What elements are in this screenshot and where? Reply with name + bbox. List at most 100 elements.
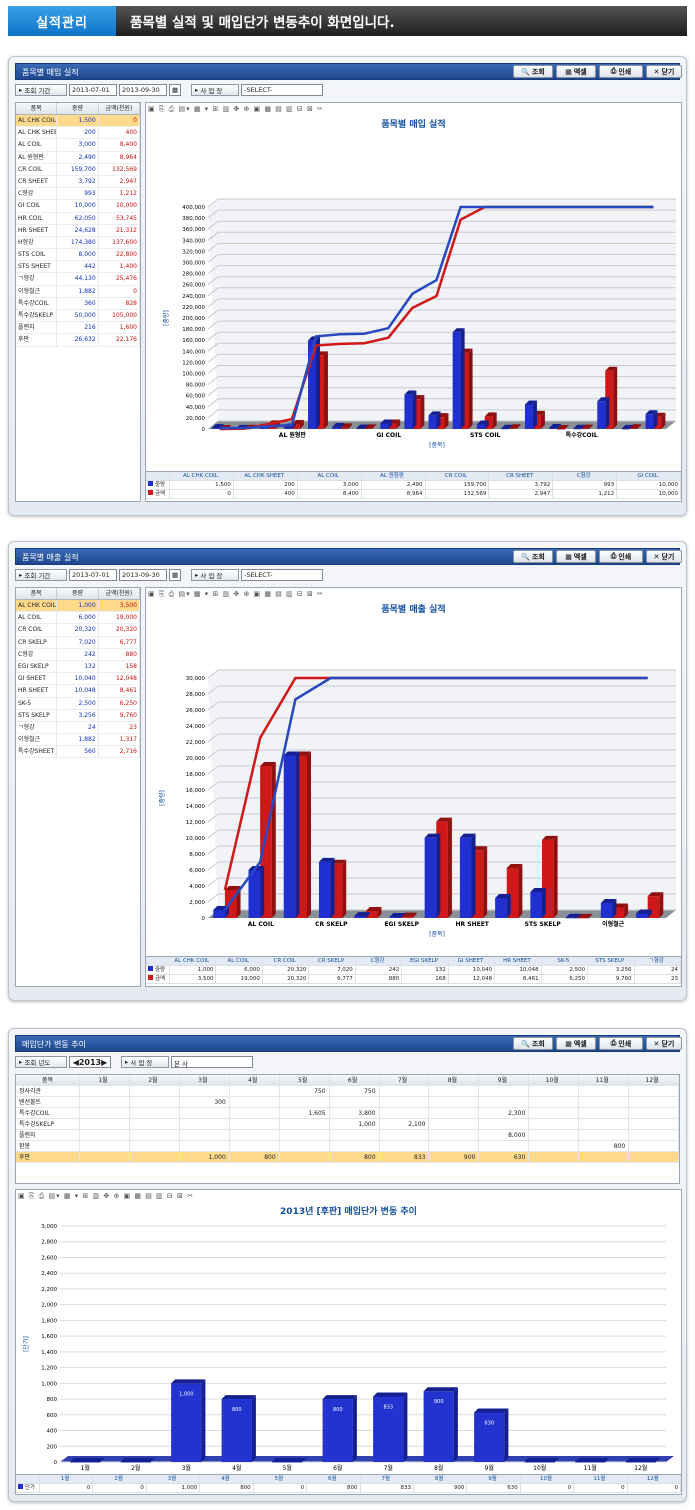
bar-quantity[interactable]	[428, 411, 441, 429]
table-row[interactable]: AL COIL 6,000 19,000	[16, 612, 140, 625]
bar-amount[interactable]	[541, 835, 558, 918]
bar-amount[interactable]	[291, 420, 304, 429]
table-row[interactable]: C형강 993 1,212	[16, 188, 140, 201]
bar-quantity[interactable]	[549, 423, 562, 429]
table-row[interactable]: GI SHEET 10,040 12,048	[16, 673, 140, 686]
table-row[interactable]: 정사각관 750 750	[16, 1086, 680, 1097]
table-row[interactable]: AL COIL 3,000 8,400	[16, 139, 140, 152]
search-button[interactable]: 🔍 조회	[513, 1037, 553, 1050]
bar-amount[interactable]	[508, 424, 521, 429]
table-row[interactable]: C형강 242 880	[16, 648, 140, 661]
bar-quantity[interactable]	[565, 913, 582, 919]
bar-quantity[interactable]	[248, 866, 265, 918]
bar-quantity[interactable]	[530, 887, 546, 918]
grid-header-cell[interactable]: 4월	[230, 1075, 280, 1085]
bar-quantity[interactable]	[452, 328, 465, 429]
bar-price[interactable]	[272, 1458, 307, 1463]
grid-header-cell[interactable]: 3월	[180, 1075, 230, 1085]
bar-amount[interactable]	[340, 423, 353, 429]
table-row[interactable]: CR COIL 159,700 132,569	[16, 163, 140, 176]
bar-quantity[interactable]	[356, 424, 369, 429]
biz-select[interactable]: -SELECT-	[241, 84, 323, 96]
table-row[interactable]: SK-5 2,500 6,250	[16, 697, 140, 710]
chart-toolbar[interactable]: ▣ ⎘ ⎙ ▤▾ ▦ ▾ ⊞ ▥ ✥ ⊕ ▣ ▦ ▤ ▥ ⊟ ⊠ ✂	[148, 590, 324, 598]
table-row[interactable]: 특수강COIL 1,605 3,800 2,300	[16, 1108, 680, 1119]
close-button[interactable]: ✕ 닫기	[646, 65, 682, 78]
table-row[interactable]: 특수강SKELP 1,000 2,100	[16, 1119, 680, 1130]
table-row[interactable]: EGI SKELP 132 158	[16, 660, 140, 674]
search-button[interactable]: 🔍 조회	[513, 65, 553, 78]
grid-header-cell[interactable]: 금액(천원)	[99, 103, 140, 114]
search-button[interactable]: 🔍 조회	[513, 550, 553, 563]
print-button[interactable]: ⎙ 인쇄	[599, 550, 643, 563]
grid-header-cell[interactable]: 품목	[16, 103, 58, 114]
bar-price[interactable]	[373, 1392, 408, 1462]
bar-quantity[interactable]	[332, 422, 345, 429]
grid-header-cell[interactable]: 중량	[57, 103, 99, 114]
table-row[interactable]: H형강 174,380 137,600	[16, 236, 140, 250]
bar-quantity[interactable]	[495, 894, 511, 918]
table-row[interactable]: ㄱ형강 24 23	[16, 721, 140, 735]
date-to-field[interactable]: 2013-09-30	[119, 569, 167, 581]
grid-header-cell[interactable]: 5월	[280, 1075, 330, 1085]
table-row[interactable]: GI COIL 10,000 10,000	[16, 200, 140, 213]
bar-amount[interactable]	[364, 424, 377, 429]
bar-quantity[interactable]	[459, 833, 476, 918]
table-row[interactable]: 특수강SKELP 50,000 105,000	[16, 310, 140, 323]
year-stepper[interactable]: ◀2013▶	[69, 1056, 111, 1068]
bar-amount[interactable]	[577, 913, 593, 919]
table-row[interactable]: CR SHEET 3,792 2,947	[16, 175, 140, 189]
table-row[interactable]: STS SHEET 442 1,400	[16, 261, 140, 274]
bar-amount[interactable]	[365, 906, 382, 918]
bar-quantity[interactable]	[645, 410, 658, 429]
chart-toolbar[interactable]: ▣ ⎘ ⎙ ▤▾ ▦ ▾ ⊞ ▥ ✥ ⊕ ▣ ▦ ▤ ▥ ⊟ ⊠ ✂	[148, 105, 324, 113]
bar-quantity[interactable]	[600, 898, 617, 918]
bar-quantity[interactable]	[476, 420, 489, 429]
print-button[interactable]: ⎙ 인쇄	[599, 1037, 643, 1050]
bar-quantity[interactable]	[597, 397, 610, 429]
bar-price[interactable]	[322, 1395, 357, 1462]
table-row[interactable]: HR SHEET 10,048 8,461	[16, 685, 140, 698]
table-row[interactable]: CR COIL 20,320 20,320	[16, 624, 140, 637]
bar-quantity[interactable]	[500, 424, 513, 430]
table-row[interactable]: 환봉 800	[16, 1141, 680, 1152]
grid-header-cell[interactable]: 10월	[529, 1075, 580, 1085]
excel-button[interactable]: ▦ 엑셀	[556, 550, 596, 563]
grid-header-cell[interactable]: 1월	[80, 1075, 130, 1085]
table-row[interactable]: AL 원형판 2,490 8,964	[16, 151, 140, 164]
bar-quantity[interactable]	[283, 751, 300, 918]
bar-amount[interactable]	[436, 817, 452, 918]
table-row[interactable]: AL CHK SHEET 200 400	[16, 127, 140, 140]
bar-quantity[interactable]	[524, 400, 537, 429]
bar-quantity[interactable]	[380, 419, 393, 429]
calendar-icon[interactable]: ▦	[169, 84, 181, 96]
bar-amount[interactable]	[581, 424, 594, 430]
grid-header-cell[interactable]: 11월	[579, 1075, 630, 1085]
excel-button[interactable]: ▦ 엑셀	[556, 1037, 596, 1050]
bar-amount[interactable]	[629, 424, 642, 429]
table-row[interactable]: 후판 26,632 22,176	[16, 334, 140, 347]
grid-header-cell[interactable]: 품목	[16, 1075, 80, 1085]
table-row[interactable]: HR SHEET 24,628 21,312	[16, 224, 140, 237]
bar-quantity[interactable]	[621, 424, 634, 430]
bar-price[interactable]	[70, 1458, 105, 1463]
table-row[interactable]: 텐션볼트 300	[16, 1097, 680, 1108]
table-row[interactable]: 특수강COIL 360 828	[16, 297, 140, 310]
bar-price[interactable]	[221, 1395, 256, 1462]
excel-button[interactable]: ▦ 엑셀	[556, 65, 596, 78]
bar-price[interactable]	[120, 1458, 155, 1463]
bar-quantity[interactable]	[424, 833, 441, 918]
bar-quantity[interactable]	[354, 912, 370, 918]
bar-amount[interactable]	[557, 425, 569, 430]
table-row[interactable]: AL CHK COIL 1,500 0	[16, 115, 140, 128]
bar-amount[interactable]	[506, 864, 523, 918]
biz-select[interactable]: 본 사	[171, 1056, 253, 1068]
table-row[interactable]: 특수강SHEET 560 2,716	[16, 746, 140, 759]
bar-amount[interactable]	[647, 892, 664, 918]
chart-toolbar[interactable]: ▣ ⎘ ⎙ ▤▾ ▦ ▾ ⊞ ▥ ✥ ⊕ ▣ ▦ ▤ ▥ ⊟ ⊠ ✂	[18, 1192, 194, 1200]
bar-quantity[interactable]	[636, 909, 652, 918]
grid-header-cell[interactable]: 12월	[629, 1075, 680, 1085]
grid-header-cell[interactable]: 중량	[57, 588, 99, 599]
close-button[interactable]: ✕ 닫기	[646, 1037, 682, 1050]
grid-header-cell[interactable]: 8월	[429, 1075, 480, 1085]
